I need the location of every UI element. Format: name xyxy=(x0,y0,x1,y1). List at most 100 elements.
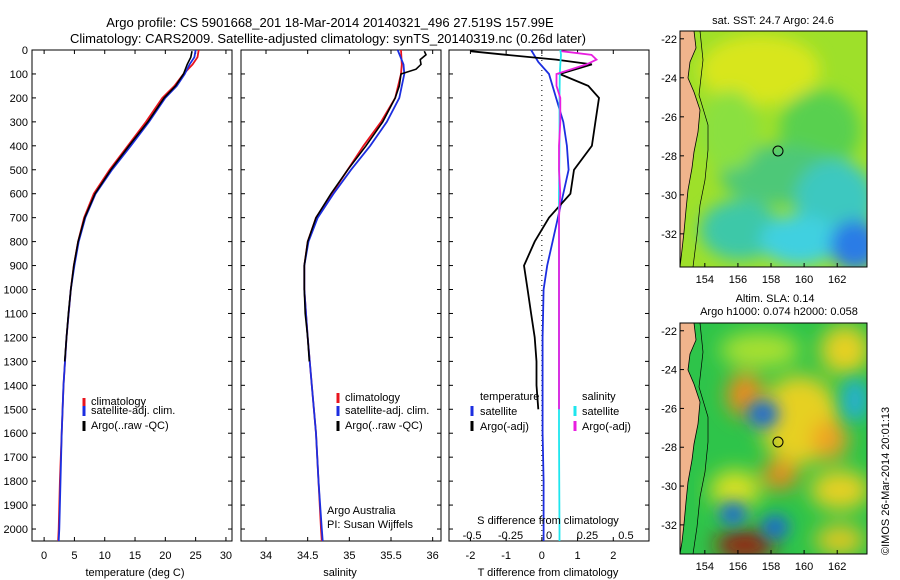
legend-satellite-label: satellite-adj. clim. xyxy=(345,405,429,417)
sla-shelf-contour xyxy=(692,323,709,554)
sla-field xyxy=(680,323,867,554)
x-tick-label: 34 xyxy=(260,550,272,562)
depth-tick-label: 1500 xyxy=(4,404,28,416)
lat-tick-label: -26 xyxy=(661,403,677,415)
legend-t-argo-label: Argo(-adj) xyxy=(480,421,529,433)
sla-low-blob xyxy=(841,378,867,422)
sla-low-blob xyxy=(719,502,747,526)
lat-tick-label: -32 xyxy=(661,229,677,241)
x-tick-label: 35 xyxy=(343,550,355,562)
depth-tick-label: 600 xyxy=(10,189,28,201)
lat-tick-label: -22 xyxy=(661,326,677,338)
t-difference-xlabel: T difference from climatology xyxy=(478,567,619,579)
legend-t-satellite-label: satellite xyxy=(480,406,517,418)
depth-tick-label: 500 xyxy=(10,165,28,177)
imos-timestamp: ©IMOS 26-Mar-2014 20:01:13 xyxy=(880,407,892,555)
sst-cold-blob xyxy=(830,220,867,267)
sla-blob xyxy=(820,325,867,375)
sla-low-blob xyxy=(761,515,789,539)
difference-panel: -2 -1 0 1 2 -0.5 -0.25 0 0.25 0.5 S difference fr… xyxy=(448,49,650,579)
sla-argo-location xyxy=(772,436,784,448)
depth-tick-label: 1600 xyxy=(4,428,28,440)
legend-satellite-label: satellite-adj. clim. xyxy=(91,405,175,417)
sla-high-blob xyxy=(812,420,848,460)
depth-tick-label: 1900 xyxy=(4,500,28,512)
sla-blob xyxy=(710,470,760,510)
legend-climatology-label: climatology xyxy=(91,396,147,408)
sla-blob xyxy=(720,332,800,368)
lat-tick-label: -22 xyxy=(661,34,677,46)
argo-australia-note: Argo Australia xyxy=(327,505,396,517)
depth-tick-label: 700 xyxy=(10,213,28,225)
sla-high-blob xyxy=(762,460,798,490)
sla-land xyxy=(680,323,701,554)
depth-tick-label: 800 xyxy=(10,237,28,249)
series-line-s-satellite xyxy=(558,49,562,541)
x-tick-label: -2 xyxy=(466,550,476,562)
lat-tick-label: -28 xyxy=(661,151,677,163)
x-tick-label: 0 xyxy=(539,550,545,562)
sla-blob xyxy=(810,470,867,510)
sst-warm-blob xyxy=(700,35,820,105)
sla-low-blobs xyxy=(719,378,867,539)
lat-tick-label: -30 xyxy=(661,481,677,493)
temperature-legend: climatology satellite-adj. clim. Argo(..… xyxy=(82,396,175,432)
x-tick-label: 1 xyxy=(575,550,581,562)
series-line-argo-raw-qc- xyxy=(303,50,427,362)
x-tick-label: 0 xyxy=(41,550,47,562)
depth-tick-label: 1400 xyxy=(4,380,28,392)
difference-legend: temperature satellite Argo(-adj) salinit… xyxy=(470,391,631,433)
temperature-panel: 0 5 10 15 20 25 30 temperature (deg C) climato… xyxy=(31,49,233,579)
lon-tick-label: 158 xyxy=(762,274,780,286)
series-line-argo-raw-qc- xyxy=(63,51,193,362)
sla-map: Altim. SLA: 0.14 Argo h1000: 0.074 h2000… xyxy=(661,293,868,573)
difference-x-ticks: -2 -1 0 1 2 -0.5 -0.25 0 0.25 0.5 xyxy=(449,49,649,562)
series-line-t-satellite xyxy=(530,49,570,541)
x-tick-label: 36 xyxy=(427,550,439,562)
title-line-1: Argo profile: CS 5901668_201 18-Mar-2014… xyxy=(106,15,554,30)
legend-climatology-label: climatology xyxy=(345,392,401,404)
salinity-x-ticks: 34 34.5 35 35.5 36 xyxy=(241,49,441,562)
depth-tick-label: 400 xyxy=(10,141,28,153)
series-line-s-argo-adj- xyxy=(555,50,599,410)
s-tick-label: -0.25 xyxy=(498,530,523,542)
sst-blob xyxy=(700,90,760,170)
temperature-x-ticks: 0 5 10 15 20 25 30 xyxy=(32,49,232,562)
sst-land xyxy=(680,31,701,267)
lat-tick-label: -28 xyxy=(661,442,677,454)
legend-argo-label: Argo(..raw -QC) xyxy=(91,420,169,432)
lat-tick-label: -24 xyxy=(661,73,677,85)
sst-map-frame xyxy=(679,30,868,268)
lon-tick-label: 154 xyxy=(696,561,714,573)
salinity-legend: climatology satellite-adj. clim. Argo(..… xyxy=(336,392,429,432)
x-tick-label: 34.5 xyxy=(297,550,318,562)
sla-very-high-blob xyxy=(715,531,775,554)
sla-low-blob xyxy=(747,400,779,428)
depth-tick-label: 300 xyxy=(10,117,28,129)
lat-tick-label: -24 xyxy=(661,365,677,377)
x-tick-label: 30 xyxy=(220,550,232,562)
depth-tick-label: 0 xyxy=(22,45,28,57)
lat-tick-label: -32 xyxy=(661,520,677,532)
depth-axis-labels: 0 100 200 300 400 500 600 700 800 900 1000 1100 1200… xyxy=(4,45,28,536)
lon-tick-label: 162 xyxy=(828,561,846,573)
depth-tick-label: 1000 xyxy=(4,285,28,297)
series-line-t-argo-adj- xyxy=(470,50,600,410)
lon-tick-label: 158 xyxy=(762,561,780,573)
sst-cool-blob xyxy=(760,215,840,265)
sst-map: sat. SST: 24.7 Argo: 24.6 -22 -24 -26 -28 -3… xyxy=(661,15,868,286)
s-tick-label: 0.25 xyxy=(577,530,598,542)
series-line-satellite-adj-clim- xyxy=(303,49,406,542)
legend-salinity-header: salinity xyxy=(582,391,616,403)
lon-tick-label: 160 xyxy=(795,274,813,286)
x-tick-label: 35.5 xyxy=(380,550,401,562)
lon-tick-label: 156 xyxy=(729,561,747,573)
x-tick-label: -1 xyxy=(501,550,511,562)
lon-tick-label: 156 xyxy=(729,274,747,286)
sst-blob xyxy=(700,200,780,260)
depth-tick-label: 1100 xyxy=(4,308,28,320)
x-tick-label: 2 xyxy=(610,550,616,562)
x-tick-label: 15 xyxy=(129,550,141,562)
sst-shelf-contour xyxy=(692,31,709,267)
